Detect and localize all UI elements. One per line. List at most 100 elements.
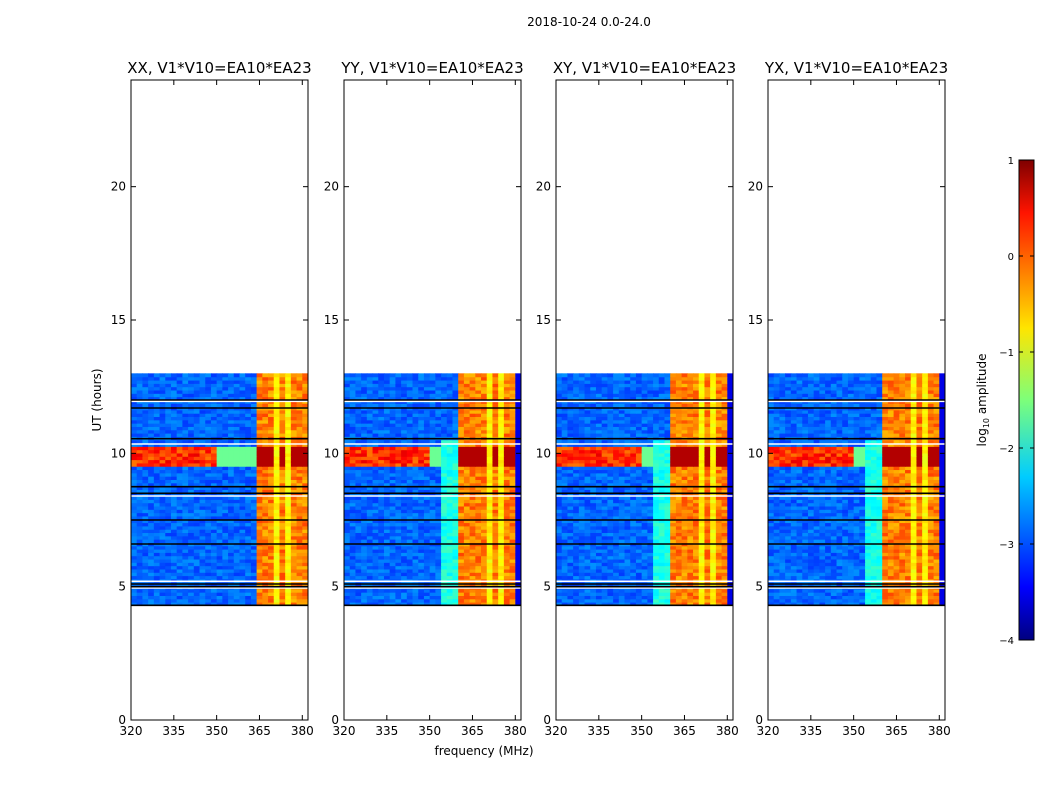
heatmap-cell [452, 413, 459, 418]
heatmap-cell [515, 499, 521, 504]
heatmap-cell [595, 562, 603, 567]
heatmap-cell [441, 588, 448, 593]
heatmap-cell [423, 403, 431, 408]
heatmap-cell [458, 492, 465, 497]
heatmap-cell [378, 568, 385, 573]
heatmap-cell [216, 486, 223, 490]
heatmap-cell [463, 479, 471, 484]
heatmap-cell [296, 568, 303, 573]
heatmap-cell [395, 456, 402, 461]
heatmap-cell [727, 595, 733, 600]
heatmap-cell [361, 452, 368, 457]
heatmap-cell [406, 432, 414, 437]
heatmap-cell [296, 409, 303, 414]
heatmap-cell [262, 429, 269, 434]
heatmap-cell [222, 386, 229, 391]
heatmap-cell [635, 558, 643, 563]
heatmap-cell [573, 595, 580, 600]
heatmap-cell [302, 539, 308, 543]
heatmap-cell [136, 442, 144, 447]
heatmap-cell [366, 439, 374, 444]
heatmap-cell [653, 565, 660, 570]
heatmap-cell [170, 373, 178, 378]
heatmap-cell [647, 555, 654, 560]
heatmap-cell [302, 466, 308, 471]
heatmap-cell [361, 446, 368, 451]
heatmap-cell [653, 568, 660, 573]
heatmap-cell [302, 469, 308, 474]
heatmap-cell [406, 499, 414, 504]
heatmap-cell [423, 525, 431, 530]
heatmap-cell [429, 545, 436, 550]
heatmap-cell [159, 545, 166, 550]
heatmap-cell [205, 419, 212, 424]
heatmap-cell [561, 555, 569, 560]
heatmap-cell [296, 429, 303, 434]
heatmap-cell [279, 522, 286, 527]
heatmap-cell [515, 489, 521, 494]
heatmap-cell [216, 452, 223, 457]
heatmap-cell [131, 442, 138, 447]
heatmap-cell [515, 456, 521, 461]
heatmap-cell [148, 386, 155, 391]
heatmap-cell [256, 522, 263, 527]
heatmap-cell [452, 452, 459, 457]
heatmap-cell [228, 558, 235, 563]
heatmap-cell [153, 426, 161, 431]
heatmap-cell [222, 396, 229, 401]
heatmap-cell [176, 409, 183, 414]
heatmap-cell [452, 459, 459, 464]
heatmap-cell [279, 389, 286, 394]
heatmap-cell [142, 502, 149, 507]
heatmap-cell [344, 459, 351, 464]
heatmap-cell [256, 446, 263, 451]
heatmap-cell [372, 565, 379, 570]
heatmap-cell [383, 459, 391, 464]
heatmap-cell [486, 602, 494, 606]
heatmap-cell [492, 376, 499, 381]
heatmap-cell [285, 396, 292, 401]
heatmap-cell [458, 595, 465, 600]
heatmap-cell [193, 459, 201, 464]
heatmap-cell [256, 602, 263, 606]
heatmap-cell [296, 502, 303, 507]
heatmap-cell [481, 522, 488, 527]
heatmap-cell [452, 572, 459, 577]
heatmap-cell [418, 396, 425, 401]
heatmap-cell [290, 592, 298, 596]
heatmap-cell [595, 588, 603, 593]
heatmap-cell [458, 486, 465, 490]
heatmap-cell [153, 413, 161, 418]
heatmap-cell [302, 505, 308, 510]
heatmap-cell [675, 575, 683, 580]
heatmap-cell [205, 519, 212, 524]
heatmap-cell [441, 403, 448, 408]
heatmap-cell [273, 552, 281, 557]
heatmap-cell [176, 469, 183, 474]
heatmap-cell [153, 535, 161, 540]
heatmap-cell [515, 472, 521, 477]
heatmap-cell [372, 532, 379, 537]
heatmap-cell [435, 452, 442, 457]
heatmap-cell [401, 423, 408, 427]
heatmap-cell [463, 403, 471, 408]
heatmap-cell [469, 379, 476, 384]
heatmap-cell [378, 495, 385, 500]
heatmap-cell [567, 545, 574, 550]
heatmap-cell [159, 509, 166, 514]
heatmap-cell [618, 548, 626, 553]
heatmap-cell [302, 595, 308, 600]
heatmap-cell [239, 452, 246, 457]
heatmap-cell [302, 446, 308, 451]
heatmap-cell [498, 373, 505, 378]
heatmap-cell [250, 489, 258, 494]
heatmap-cell [446, 509, 454, 514]
heatmap-cell [344, 442, 351, 447]
heatmap-cell [613, 545, 620, 550]
heatmap-cell [165, 568, 172, 573]
heatmap-cell [446, 466, 454, 471]
heatmap-cell [418, 456, 425, 461]
heatmap-cell [159, 495, 166, 500]
heatmap-cell [418, 479, 425, 484]
heatmap-cell [159, 502, 166, 507]
